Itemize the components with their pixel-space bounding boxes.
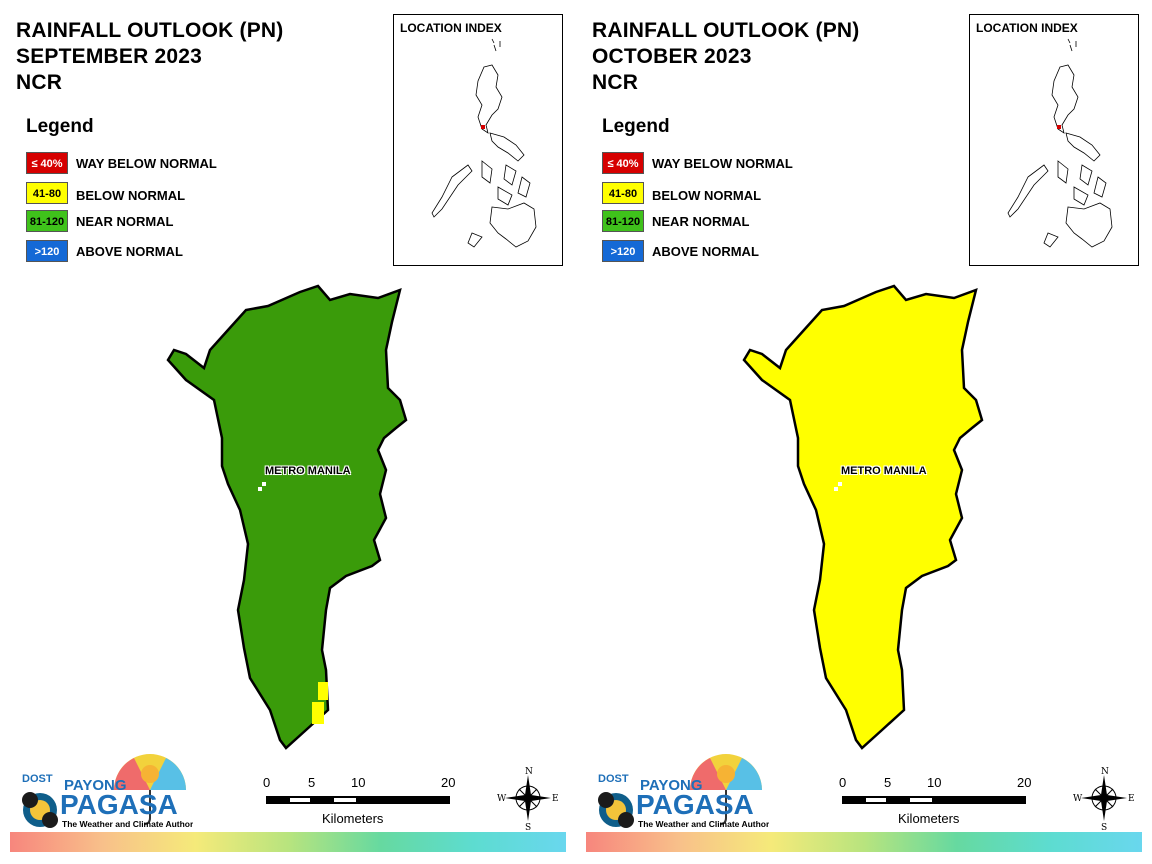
legend-swatch: 81-120 bbox=[26, 210, 68, 232]
scale-tick-0: 0 bbox=[839, 775, 847, 790]
title-line-1: RAINFALL OUTLOOK (PN) bbox=[16, 19, 284, 42]
legend-swatch: 81-120 bbox=[602, 210, 644, 232]
scale-tick-0: 0 bbox=[263, 775, 271, 790]
legend-label: BELOW NORMAL bbox=[76, 188, 186, 203]
compass-e: E bbox=[552, 794, 559, 804]
below-normal-patch bbox=[318, 682, 328, 700]
legend-label: ABOVE NORMAL bbox=[76, 244, 183, 259]
location-index-box: LOCATION INDEX bbox=[969, 14, 1139, 266]
ncr-region-shape bbox=[742, 284, 984, 750]
title-line-2: OCTOBER 2023 bbox=[592, 45, 752, 68]
legend-swatch: >120 bbox=[26, 240, 68, 262]
compass-e: E bbox=[1128, 794, 1135, 804]
ncr-region-map bbox=[742, 284, 984, 750]
compass-n: N bbox=[525, 767, 533, 777]
compass-s: S bbox=[525, 823, 531, 831]
footer-gradient-bar bbox=[10, 832, 566, 852]
legend-label: NEAR NORMAL bbox=[652, 214, 750, 229]
legend-swatch: >120 bbox=[602, 240, 644, 262]
logo-payong-text: PAYONG bbox=[64, 777, 127, 794]
scale-tick-5: 5 bbox=[884, 775, 892, 790]
scale-unit: Kilometers bbox=[898, 811, 960, 826]
logo-pagasa-text: PAGASA bbox=[636, 789, 754, 820]
ncr-marker bbox=[481, 125, 485, 129]
logo-pagasa-text: PAGASA bbox=[60, 789, 178, 820]
map-title: RAINFALL OUTLOOK (PN) OCTOBER 2023 NCR bbox=[592, 18, 859, 96]
legend-swatch: 41-80 bbox=[602, 182, 644, 204]
ncr-region-shape bbox=[166, 284, 408, 750]
compass-s: S bbox=[1101, 823, 1107, 831]
compass-w: W bbox=[1073, 794, 1083, 804]
pagasa-logo: DOST PAYONG PAGASA The Weather and Clima… bbox=[594, 740, 779, 832]
title-line-3: NCR bbox=[592, 71, 639, 94]
legend-swatch: 41-80 bbox=[26, 182, 68, 204]
outlook-panel-october: RAINFALL OUTLOOK (PN) OCTOBER 2023 NCR L… bbox=[576, 0, 1152, 864]
legend-label: NEAR NORMAL bbox=[76, 214, 174, 229]
station-marker bbox=[834, 487, 838, 491]
below-normal-patch bbox=[312, 702, 324, 724]
philippines-index-map bbox=[431, 38, 537, 248]
scale-bar: 0 5 10 20 Kilometers bbox=[258, 775, 458, 835]
region-label: METRO MANILA bbox=[841, 465, 927, 477]
scale-unit: Kilometers bbox=[322, 811, 384, 826]
compass-rose: N S W E bbox=[1073, 765, 1135, 833]
logo-tagline: The Weather and Climate Authority bbox=[62, 819, 193, 829]
outlook-panel-september: RAINFALL OUTLOOK (PN) SEPTEMBER 2023 NCR… bbox=[10, 14, 566, 852]
region-label: METRO MANILA bbox=[265, 465, 351, 477]
scale-tick-10: 10 bbox=[351, 775, 366, 790]
title-line-3: NCR bbox=[16, 71, 63, 94]
scale-tick-20: 20 bbox=[441, 775, 456, 790]
legend-title: Legend bbox=[26, 116, 94, 137]
legend-label: ABOVE NORMAL bbox=[652, 244, 759, 259]
location-index-title: LOCATION INDEX bbox=[400, 21, 502, 35]
station-marker bbox=[838, 482, 842, 486]
legend-swatch: ≤ 40% bbox=[26, 152, 68, 174]
ncr-region-map bbox=[166, 284, 408, 750]
legend-label: WAY BELOW NORMAL bbox=[76, 156, 217, 171]
compass-n: N bbox=[1101, 767, 1109, 777]
pagasa-logo: DOST PAYONG PAGASA The Weather and Clima… bbox=[18, 740, 203, 832]
philippines-index-map bbox=[1007, 38, 1113, 248]
scale-tick-10: 10 bbox=[927, 775, 942, 790]
location-index-box: LOCATION INDEX bbox=[393, 14, 563, 266]
title-line-2: SEPTEMBER 2023 bbox=[16, 45, 203, 68]
logo-dost-text: DOST bbox=[598, 773, 629, 785]
footer-gradient-bar bbox=[586, 832, 1142, 852]
legend-label: WAY BELOW NORMAL bbox=[652, 156, 793, 171]
logo-dost-text: DOST bbox=[22, 773, 53, 785]
scale-tick-20: 20 bbox=[1017, 775, 1032, 790]
title-line-1: RAINFALL OUTLOOK (PN) bbox=[592, 19, 860, 42]
ncr-marker bbox=[1057, 125, 1061, 129]
station-marker bbox=[262, 482, 266, 486]
legend-swatch: ≤ 40% bbox=[602, 152, 644, 174]
compass-rose: N S W E bbox=[497, 765, 559, 833]
logo-tagline: The Weather and Climate Authority bbox=[638, 819, 769, 829]
scale-bar: 0 5 10 20 Kilometers bbox=[834, 775, 1034, 835]
map-title: RAINFALL OUTLOOK (PN) SEPTEMBER 2023 NCR bbox=[16, 18, 283, 96]
legend-title: Legend bbox=[602, 116, 670, 137]
location-index-title: LOCATION INDEX bbox=[976, 21, 1078, 35]
legend-label: BELOW NORMAL bbox=[652, 188, 762, 203]
station-marker bbox=[258, 487, 262, 491]
logo-payong-text: PAYONG bbox=[640, 777, 703, 794]
scale-tick-5: 5 bbox=[308, 775, 316, 790]
compass-w: W bbox=[497, 794, 507, 804]
